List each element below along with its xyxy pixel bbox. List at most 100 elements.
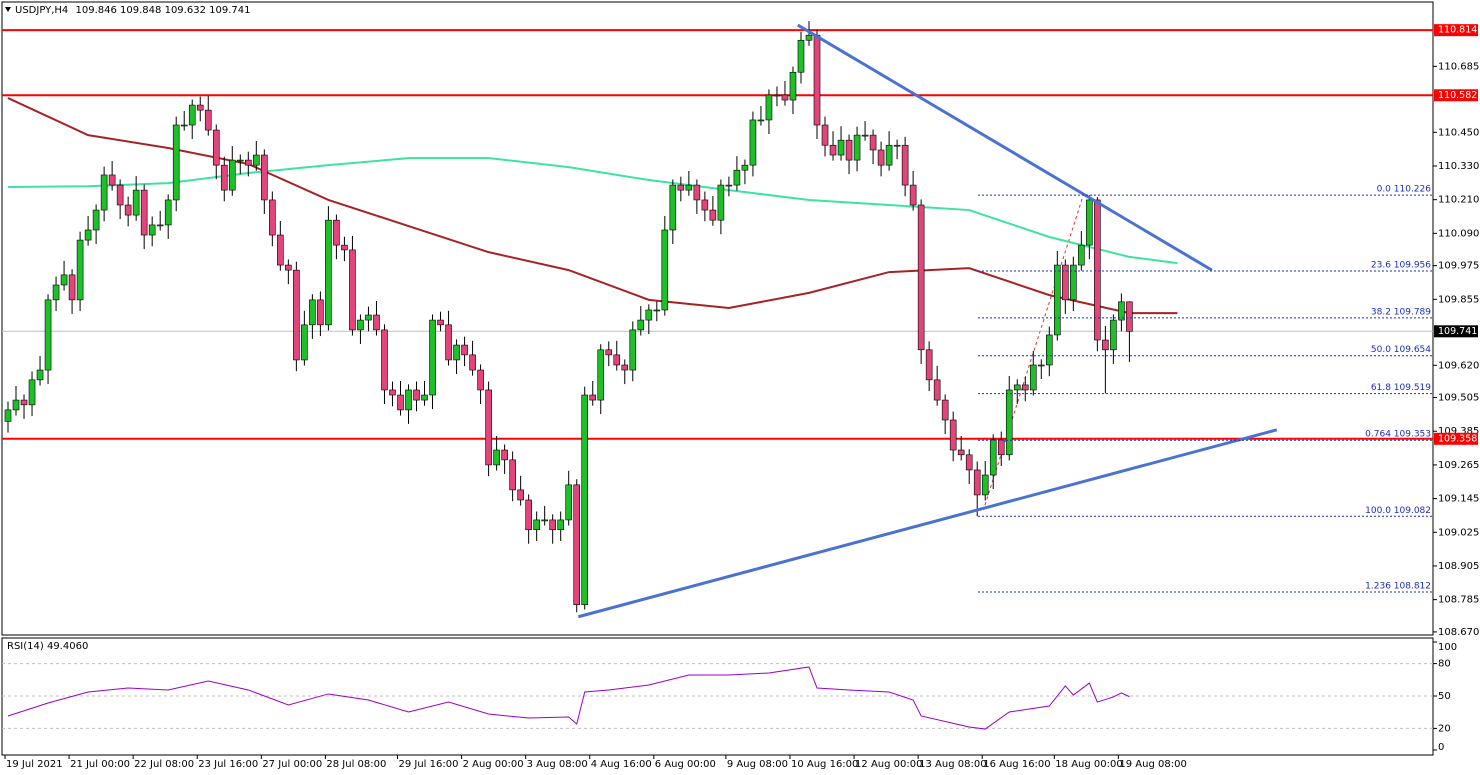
y-tick-label: 109.975 [1438, 261, 1479, 272]
candle-body [565, 484, 573, 521]
candle-body [589, 394, 597, 401]
main-panel [1, 1, 1434, 636]
y-tick-label: 109.025 [1438, 527, 1479, 538]
candle-body [445, 324, 452, 361]
candle-body [188, 104, 196, 126]
candle-body [140, 189, 148, 236]
candle-body [196, 104, 204, 111]
y-tick-label: 110.685 [1438, 61, 1479, 72]
candle-body [389, 389, 396, 396]
fib-label: 61.8 109.519 [1371, 383, 1431, 393]
price-box-label: 109.741 [1438, 326, 1477, 337]
candle-body [957, 449, 965, 456]
fib-label: 38.2 109.789 [1371, 307, 1431, 317]
candle-body [357, 319, 364, 331]
rsi-tick-label: 80 [1438, 659, 1451, 670]
candle-body [108, 174, 116, 186]
moving-average [7, 97, 1178, 315]
candle-body [68, 274, 76, 301]
rsi-title: RSI(14) 49.4060 [7, 641, 88, 652]
candle-body [533, 519, 540, 531]
candle-body [525, 499, 532, 531]
candle-body [204, 109, 212, 131]
candle-body [397, 394, 404, 411]
open: 109.846 [75, 5, 116, 16]
candle-body [645, 309, 653, 321]
candle-body [917, 204, 925, 351]
candle-body [421, 394, 428, 401]
x-tick-label: 22 Jul 08:00 [134, 759, 194, 770]
x-tick-label: 19 Aug 08:00 [1119, 759, 1186, 770]
candle-body [44, 299, 52, 371]
high: 109.848 [120, 5, 161, 16]
x-tick-label: 10 Aug 16:00 [791, 759, 858, 770]
candle-body [925, 349, 933, 381]
candle-body [605, 349, 613, 356]
candle-body [20, 399, 28, 406]
y-tick-label: 110.330 [1438, 161, 1479, 172]
y-tick-label: 110.210 [1438, 195, 1479, 206]
candle-body [325, 219, 332, 326]
moving-average [7, 157, 1178, 265]
x-tick-label: 4 Aug 16:00 [591, 759, 652, 770]
candle-body [941, 399, 949, 421]
candle-body [1013, 384, 1021, 391]
candle-body [1062, 264, 1069, 301]
candle-body [749, 119, 757, 166]
candle-body [1078, 244, 1085, 266]
x-tick-label: 23 Jul 16:00 [198, 759, 258, 770]
y-tick-label: 109.505 [1438, 393, 1479, 404]
fib-label: 1.236 108.812 [1365, 582, 1431, 592]
candle-body [549, 519, 556, 531]
candle-body [733, 169, 741, 186]
candle-body [349, 249, 356, 331]
candle-body [228, 159, 236, 191]
y-tick-label: 109.145 [1438, 494, 1479, 505]
candle-body [429, 319, 436, 396]
price-box [1434, 325, 1478, 338]
candle-body [885, 144, 893, 166]
candle-body [981, 474, 989, 496]
candle-body [180, 124, 188, 127]
x-tick-label: 18 Aug 00:00 [1055, 759, 1122, 770]
candle-body [1054, 264, 1061, 336]
fib-label: 0.764 109.353 [1365, 430, 1431, 440]
candle-body [373, 314, 380, 331]
symbol: USDJPY,H4 [15, 5, 68, 16]
candle-body [789, 71, 797, 101]
candle-body [845, 139, 853, 161]
candle-body [212, 129, 220, 166]
candle-body [693, 184, 701, 201]
candle-body [677, 184, 685, 191]
candle-body [1005, 389, 1013, 456]
candle-body [100, 174, 108, 211]
candle-body [597, 349, 605, 401]
candle-body [685, 184, 693, 191]
candle-body [253, 154, 260, 166]
x-tick-label: 27 Jul 00:00 [262, 759, 322, 770]
y-tick-label: 108.785 [1438, 595, 1479, 606]
candle-body [501, 449, 508, 461]
level-box-label: 109.358 [1438, 433, 1477, 444]
candle-body [164, 199, 172, 226]
candle-body [701, 199, 709, 211]
y-tick-label: 110.450 [1438, 127, 1479, 138]
candle-body [1086, 199, 1093, 246]
trend-line [577, 428, 1278, 619]
candle-body [493, 449, 500, 466]
candle-body [709, 209, 717, 221]
candle-body [893, 144, 901, 147]
candle-body [869, 134, 877, 151]
candle-body [485, 389, 492, 466]
candle-body [933, 379, 941, 401]
candle-body [805, 34, 813, 41]
chart-header: USDJPY,H4 109.846 109.848 109.632 109.74… [15, 5, 250, 16]
candle-body [757, 119, 765, 122]
candle-body [269, 199, 276, 236]
candle-body [717, 184, 725, 221]
candle-body [1021, 384, 1029, 391]
y-tick-label: 110.090 [1438, 228, 1479, 239]
candle-body [661, 229, 669, 311]
x-tick-label: 29 Jul 16:00 [398, 759, 458, 770]
